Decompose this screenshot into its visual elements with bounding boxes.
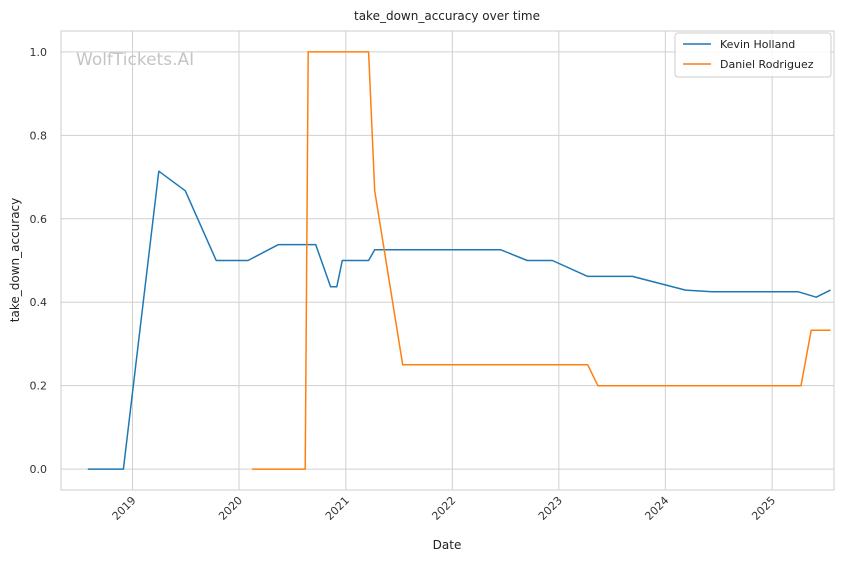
y-tick-label: 0.6 [30, 213, 48, 226]
series-layer [87, 51, 831, 470]
series-line-daniel-rodriguez [252, 51, 831, 470]
series-line-kevin-holland [87, 170, 831, 470]
y-tick-label: 0.4 [30, 296, 48, 309]
watermark: WolfTickets.AI [76, 50, 194, 70]
plot-frame [60, 30, 835, 491]
legend: Kevin Holland Daniel Rodriguez [674, 32, 832, 78]
y-tick-label: 0.8 [30, 129, 48, 142]
legend-box [674, 32, 832, 78]
x-axis-label: Date [433, 538, 462, 552]
chart-title: take_down_accuracy over time [354, 9, 540, 23]
y-tick-label: 0.2 [30, 380, 48, 393]
legend-label-kevin-holland: Kevin Holland [720, 38, 795, 51]
y-tick-labels: 0.0 0.2 0.4 0.6 0.8 1.0 [30, 46, 48, 476]
legend-label-daniel-rodriguez: Daniel Rodriguez [720, 58, 814, 71]
y-tick-label: 0.0 [30, 463, 48, 476]
y-axis-label: take_down_accuracy [8, 198, 22, 322]
y-tick-label: 1.0 [30, 46, 48, 59]
